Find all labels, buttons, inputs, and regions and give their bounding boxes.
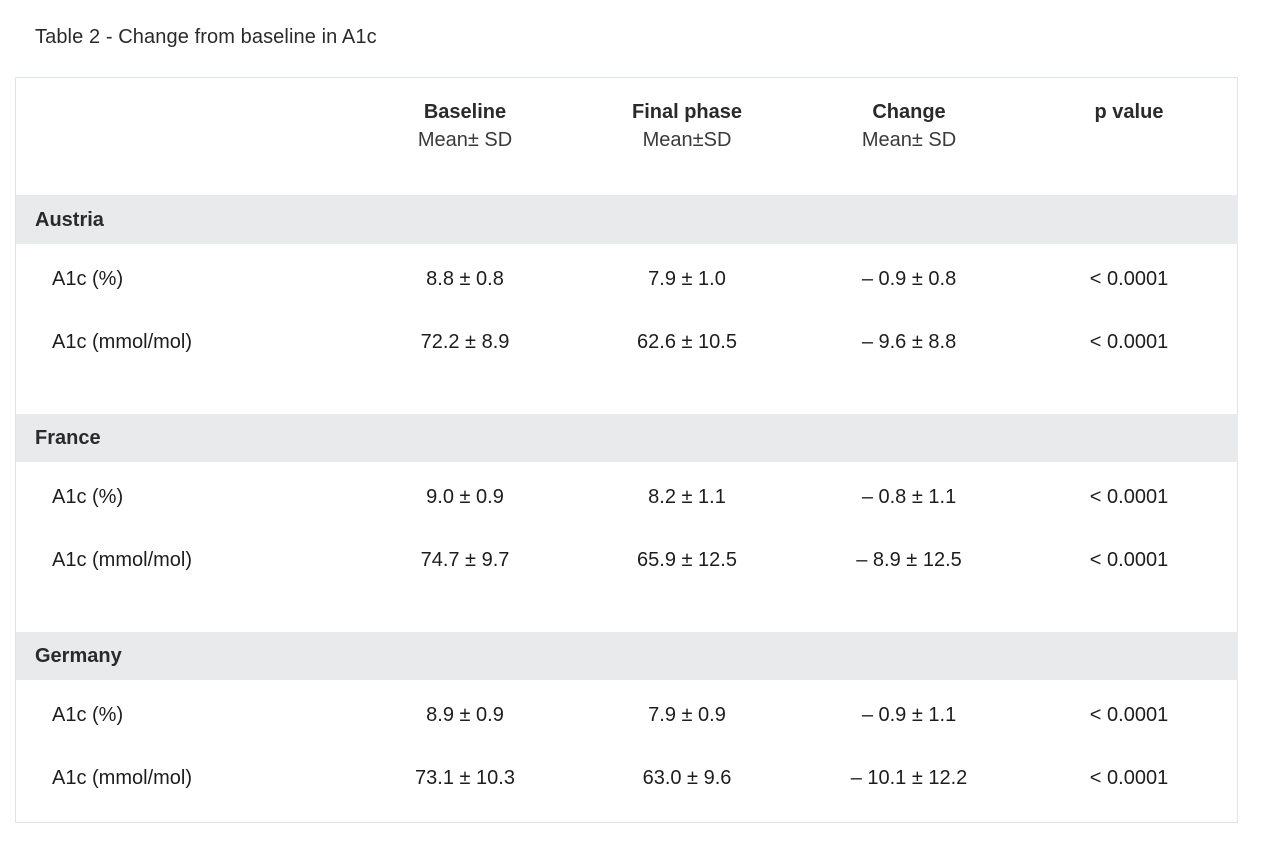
change-value: – 9.6 ± 8.8	[861, 331, 957, 353]
group-label: France	[16, 414, 1238, 462]
p-value: < 0.0001	[1089, 704, 1169, 726]
change-value: – 10.1 ± 12.2	[850, 767, 968, 789]
p-value: < 0.0001	[1089, 486, 1169, 508]
change-value: – 8.9 ± 12.5	[856, 549, 962, 571]
header-final-phase-title: Final phase	[631, 101, 743, 123]
header-final-phase: Final phase Mean±SD	[576, 78, 798, 196]
results-table: Baseline Mean± SD Final phase Mean±SD Ch…	[16, 78, 1238, 850]
final-value: 7.9 ± 0.9	[648, 704, 726, 726]
final-value: 7.9 ± 1.0	[648, 268, 726, 290]
header-change: Change Mean± SD	[798, 78, 1020, 196]
final-value: 62.6 ± 10.5	[637, 331, 737, 353]
row-label: A1c (mmol/mol)	[52, 767, 193, 789]
baseline-value: 74.7 ± 9.7	[420, 549, 510, 571]
header-empty	[16, 78, 354, 196]
header-baseline-title: Baseline	[423, 101, 507, 123]
results-table-frame: Baseline Mean± SD Final phase Mean±SD Ch…	[15, 77, 1238, 823]
header-p-value-title: p value	[1094, 101, 1164, 123]
header-change-title: Change	[872, 101, 946, 123]
table-row: A1c (mmol/mol) 72.2 ± 8.9 62.6 ± 10.5 – …	[16, 315, 1238, 414]
final-value: 8.2 ± 1.1	[648, 486, 726, 508]
p-value: < 0.0001	[1089, 331, 1169, 353]
table-row: A1c (mmol/mol) 74.7 ± 9.7 65.9 ± 12.5 – …	[16, 533, 1238, 632]
group-row-germany: Germany	[16, 632, 1238, 680]
final-value: 65.9 ± 12.5	[637, 549, 737, 571]
baseline-value: 9.0 ± 0.9	[426, 486, 504, 508]
table-row: A1c (%) 9.0 ± 0.9 8.2 ± 1.1 – 0.8 ± 1.1 …	[16, 462, 1238, 533]
group-label: Germany	[16, 632, 1238, 680]
baseline-value: 73.1 ± 10.3	[415, 767, 515, 789]
row-label: A1c (mmol/mol)	[52, 331, 193, 353]
table-row: A1c (mmol/mol) 73.1 ± 10.3 63.0 ± 9.6 – …	[16, 751, 1238, 850]
table-row: A1c (%) 8.8 ± 0.8 7.9 ± 1.0 – 0.9 ± 0.8 …	[16, 244, 1238, 315]
row-label: A1c (%)	[52, 704, 124, 726]
change-value: – 0.9 ± 0.8	[861, 268, 957, 290]
group-row-france: France	[16, 414, 1238, 462]
header-final-phase-subtitle: Mean±SD	[642, 129, 732, 151]
p-value: < 0.0001	[1089, 767, 1169, 789]
table-row: A1c (%) 8.9 ± 0.9 7.9 ± 0.9 – 0.9 ± 1.1 …	[16, 680, 1238, 751]
table-caption: Table 2 - Change from baseline in A1c	[35, 26, 377, 48]
header-p-value: p value	[1020, 78, 1238, 196]
baseline-value: 72.2 ± 8.9	[420, 331, 510, 353]
header-change-subtitle: Mean± SD	[861, 129, 957, 151]
header-baseline-subtitle: Mean± SD	[417, 129, 513, 151]
final-value: 63.0 ± 9.6	[642, 767, 732, 789]
group-label: Austria	[16, 195, 1238, 244]
table-header-row: Baseline Mean± SD Final phase Mean±SD Ch…	[16, 78, 1238, 196]
change-value: – 0.8 ± 1.1	[861, 486, 957, 508]
baseline-value: 8.8 ± 0.8	[426, 268, 504, 290]
row-label: A1c (%)	[52, 268, 124, 290]
p-value: < 0.0001	[1089, 549, 1169, 571]
row-label: A1c (mmol/mol)	[52, 549, 193, 571]
group-row-austria: Austria	[16, 195, 1238, 244]
row-label: A1c (%)	[52, 486, 124, 508]
p-value: < 0.0001	[1089, 268, 1169, 290]
header-baseline: Baseline Mean± SD	[354, 78, 576, 196]
baseline-value: 8.9 ± 0.9	[426, 704, 504, 726]
change-value: – 0.9 ± 1.1	[861, 704, 957, 726]
